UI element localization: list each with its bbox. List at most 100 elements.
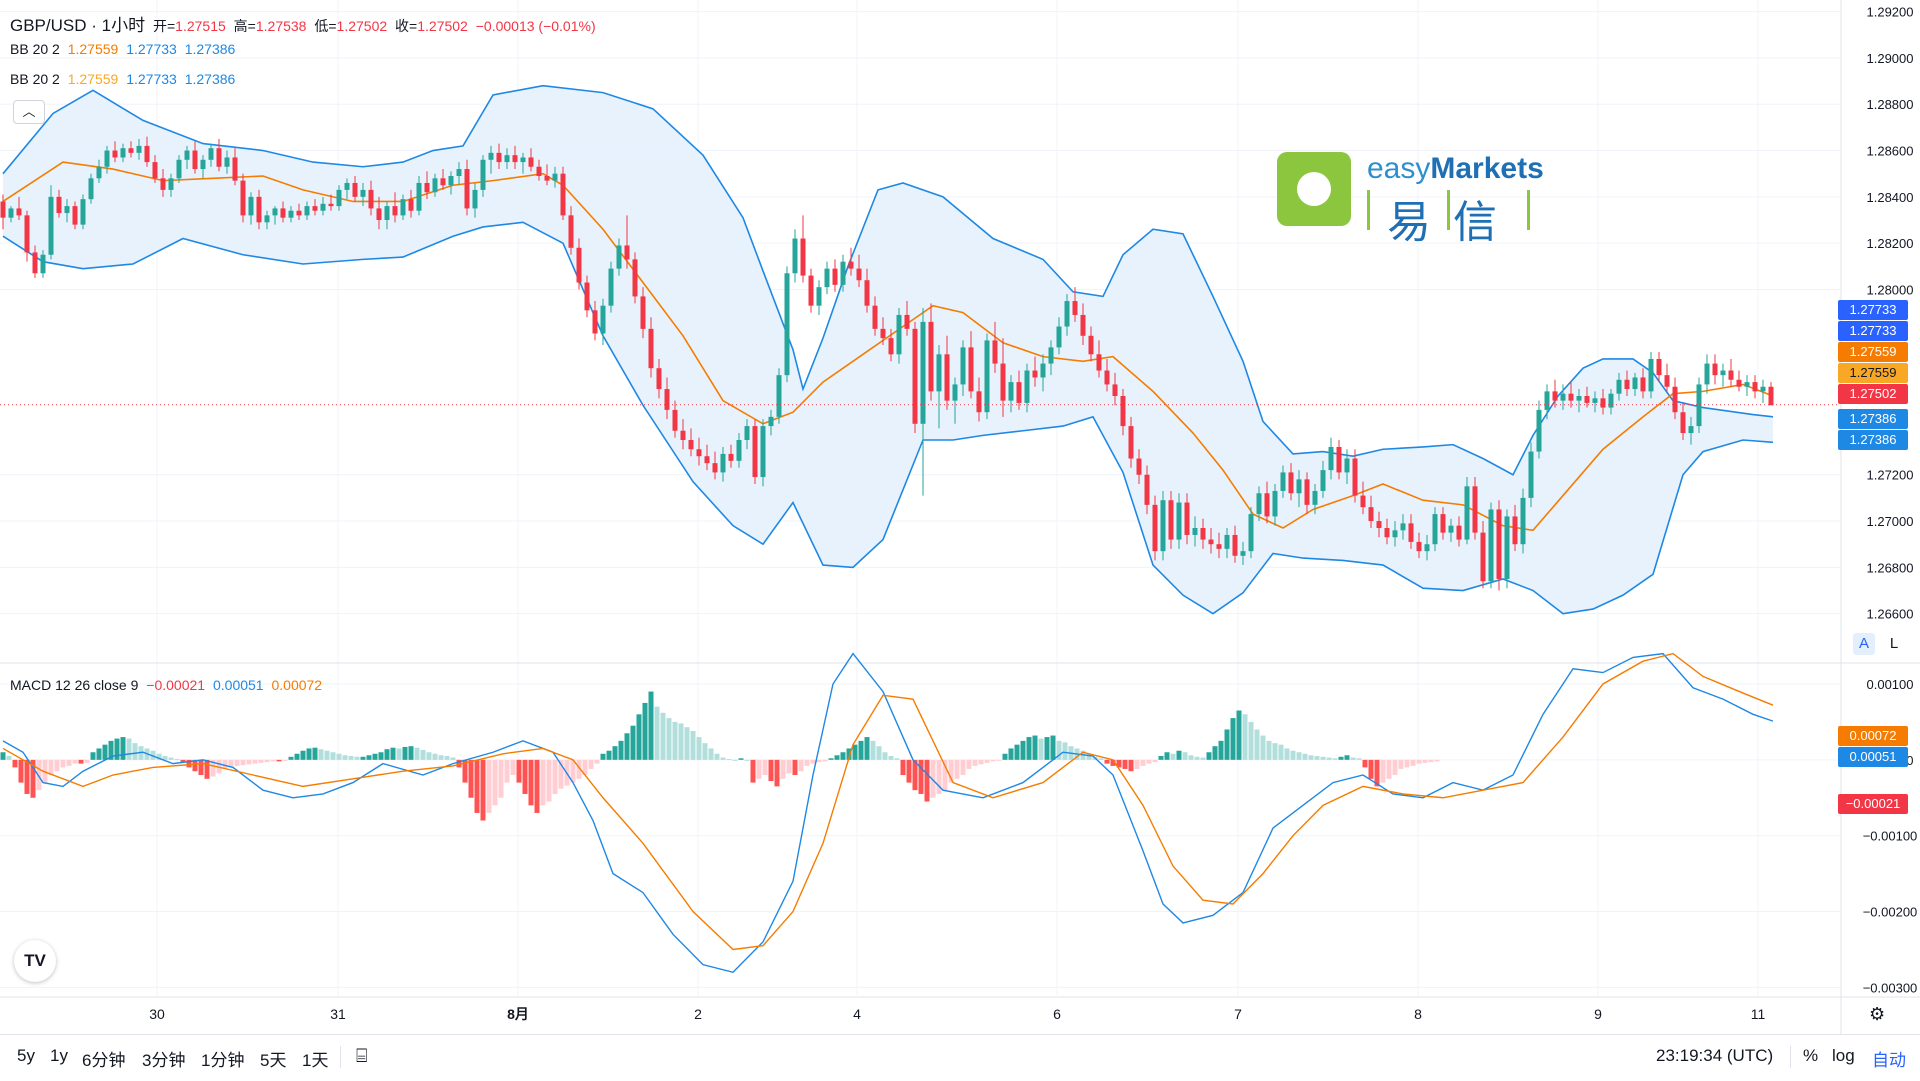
candle-body bbox=[752, 426, 758, 478]
macd-histogram-bar bbox=[450, 757, 456, 760]
candle-body bbox=[1720, 370, 1726, 376]
candle-body bbox=[1168, 500, 1174, 540]
macd-histogram-bar bbox=[942, 759, 948, 791]
close-label: 收= bbox=[395, 18, 418, 34]
macd-histogram-bar bbox=[978, 759, 984, 765]
range-1y-button[interactable]: 1y bbox=[50, 1046, 68, 1065]
macd-tick-label: −0.00100 bbox=[1863, 829, 1918, 844]
candle-body bbox=[1064, 301, 1070, 327]
candle-body bbox=[1560, 393, 1566, 401]
upper-band-tag: 1.27733 bbox=[1838, 321, 1908, 341]
percent-scale-button[interactable]: % bbox=[1803, 1046, 1819, 1065]
macd-histogram-bar bbox=[1272, 743, 1278, 760]
macd-histogram-bar bbox=[348, 756, 354, 760]
macd-legend[interactable]: MACD 12 26 close 9 −0.00021 0.00051 0.00… bbox=[10, 677, 326, 693]
macd-histogram-bar bbox=[576, 759, 582, 779]
macd-histogram-bar bbox=[294, 753, 300, 760]
macd-histogram-bar bbox=[1056, 740, 1062, 760]
candle-body bbox=[536, 166, 542, 176]
candle-body bbox=[1392, 530, 1398, 538]
low-label: 低= bbox=[314, 18, 337, 34]
macd-histogram-bar bbox=[384, 749, 390, 760]
macd-histogram-bar bbox=[618, 740, 624, 760]
candle-body bbox=[584, 282, 590, 311]
auto-scale-button[interactable]: A bbox=[1853, 633, 1875, 655]
macd-histogram-bar bbox=[126, 738, 132, 760]
candle-body bbox=[1488, 509, 1494, 582]
macd-histogram-bar bbox=[570, 759, 576, 783]
macd-histogram-bar bbox=[282, 759, 288, 761]
bb-legend-2[interactable]: BB 20 2 1.27559 1.27733 1.27386 bbox=[10, 71, 239, 87]
macd-histogram-bar bbox=[18, 759, 24, 783]
range-5d-button[interactable]: 5天 bbox=[260, 1051, 287, 1070]
candle-body bbox=[448, 176, 454, 186]
auto-toggle-button[interactable]: 自动 bbox=[1872, 1051, 1906, 1070]
macd-histogram-bar bbox=[1128, 759, 1134, 772]
collapse-legend-button[interactable]: ︿ bbox=[13, 100, 45, 124]
macd-histogram-bar bbox=[762, 759, 768, 775]
candle-body bbox=[1304, 479, 1310, 505]
candle-body bbox=[232, 157, 238, 181]
macd-histogram-bar bbox=[870, 740, 876, 760]
candle-body bbox=[712, 463, 718, 473]
log-scale-button[interactable]: L bbox=[1889, 635, 1899, 652]
range-1d-button[interactable]: 1天 bbox=[302, 1051, 329, 1070]
macd-tick-label: −0.00200 bbox=[1863, 905, 1918, 920]
candle-body bbox=[1456, 525, 1462, 540]
macd-name: MACD 12 26 close 9 bbox=[10, 677, 139, 693]
macd-histogram-bar bbox=[180, 759, 186, 763]
candle-body bbox=[1016, 382, 1022, 403]
macd-histogram-bar bbox=[390, 747, 396, 760]
macd-histogram-bar bbox=[1218, 740, 1224, 760]
macd-histogram-bar bbox=[672, 721, 678, 760]
range-3min-button[interactable]: 3分钟 bbox=[142, 1051, 186, 1070]
candle-body bbox=[1616, 379, 1622, 394]
candle-body bbox=[424, 182, 430, 193]
macd-histogram-bar bbox=[1104, 759, 1110, 764]
price-tick-label: 1.29200 bbox=[1867, 5, 1914, 20]
macd-histogram-bar bbox=[1338, 756, 1344, 760]
candle-body bbox=[1128, 426, 1134, 459]
lower-band-tag: 1.27386 bbox=[1838, 430, 1908, 450]
utc-clock[interactable]: 23:19:34 (UTC) bbox=[1656, 1046, 1774, 1065]
candle-body bbox=[1584, 396, 1590, 403]
range-1min-button[interactable]: 1分钟 bbox=[201, 1051, 245, 1070]
candle-body bbox=[1112, 384, 1118, 396]
macd-histogram-bar bbox=[6, 756, 12, 760]
macd-histogram-bar bbox=[690, 731, 696, 760]
bb-legend-1[interactable]: BB 20 2 1.27559 1.27733 1.27386 bbox=[10, 41, 239, 57]
logo-text-cn: 易信 bbox=[1387, 198, 1519, 247]
macd-histogram-bar bbox=[510, 759, 516, 775]
candle-body bbox=[328, 203, 334, 207]
range-5y-button[interactable]: 5y bbox=[17, 1046, 35, 1065]
macd-histogram-bar bbox=[120, 737, 126, 760]
macd-histogram-bar bbox=[48, 759, 54, 775]
macd-histogram-bar bbox=[1368, 759, 1374, 779]
time-tick-label: 9 bbox=[1594, 1006, 1602, 1022]
macd-histogram-bar bbox=[492, 759, 498, 806]
candle-body bbox=[544, 176, 550, 181]
macd-histogram-bar bbox=[1122, 759, 1128, 769]
candle-body bbox=[1504, 516, 1510, 579]
symbol-title[interactable]: GBP/USD · 1小时 bbox=[10, 16, 146, 35]
log-toggle-button[interactable]: log bbox=[1832, 1046, 1855, 1065]
candle-body bbox=[1240, 551, 1246, 556]
macd-histogram-bar bbox=[1212, 746, 1218, 760]
settings-gear-icon[interactable]: ⚙ bbox=[1869, 1004, 1886, 1024]
goto-date-calendar-icon[interactable]: ⌸ bbox=[356, 1046, 368, 1067]
macd-histogram-bar bbox=[150, 750, 156, 760]
macd-histogram-bar bbox=[708, 748, 714, 760]
candle-body bbox=[1184, 502, 1190, 535]
candle-body bbox=[1336, 446, 1342, 473]
candle-body bbox=[624, 245, 630, 260]
macd-histogram-bar bbox=[534, 759, 540, 813]
macd-histogram-bar bbox=[726, 759, 732, 761]
candle-body bbox=[1624, 379, 1630, 390]
tradingview-logo-icon[interactable]: TV bbox=[14, 940, 56, 982]
macd-histogram-bar bbox=[474, 759, 480, 813]
candle-body bbox=[1384, 528, 1390, 538]
range-6min-button[interactable]: 6分钟 bbox=[82, 1051, 126, 1070]
macd-histogram-bar bbox=[1152, 759, 1158, 763]
macd-histogram-bar bbox=[930, 759, 936, 798]
